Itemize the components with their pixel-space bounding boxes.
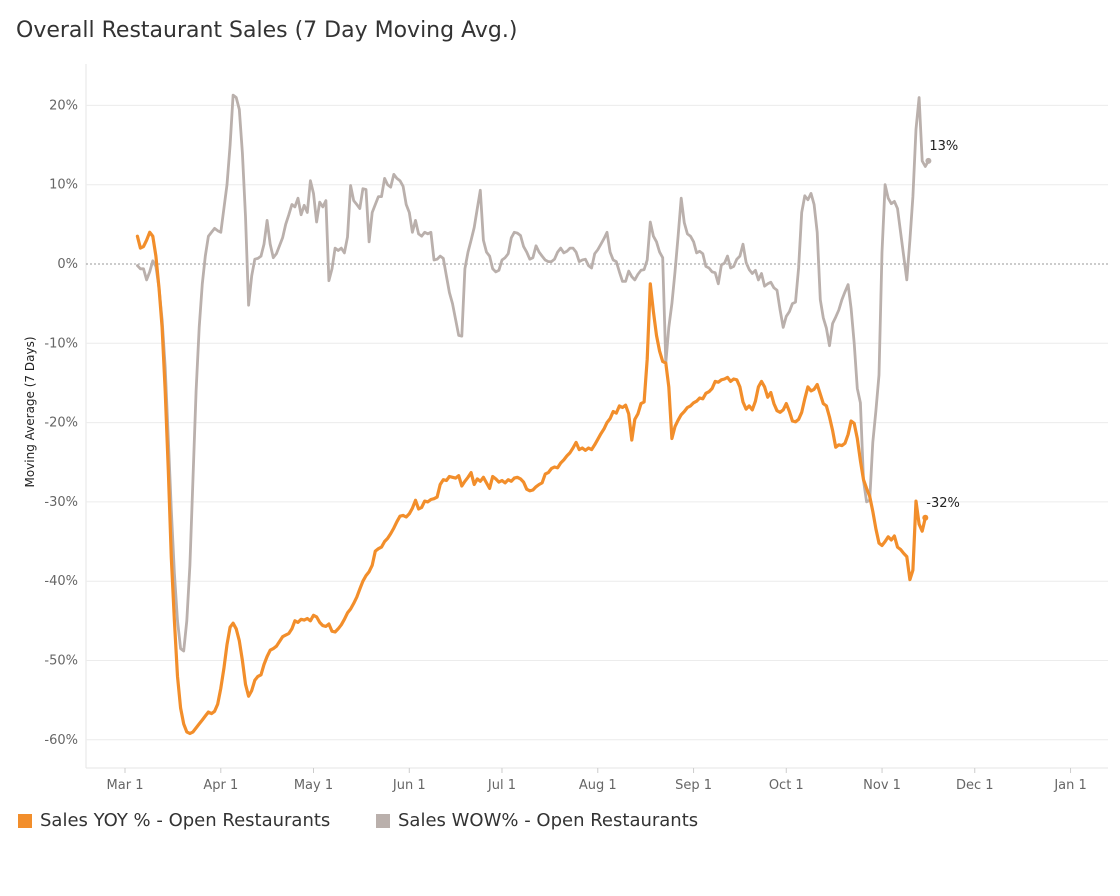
- legend-item-yoy[interactable]: Sales YOY % - Open Restaurants: [18, 810, 330, 831]
- legend-swatch-wow: [376, 813, 390, 828]
- grid-lines: [85, 64, 1108, 769]
- x-tick-label: May 1: [294, 778, 333, 793]
- x-tick-label: Apr 1: [203, 778, 238, 793]
- x-tick-label: Oct 1: [769, 778, 804, 793]
- y-tick-label: 20%: [49, 98, 78, 113]
- x-tick-label: Mar 1: [107, 778, 144, 793]
- y-axis-ticks: 20% 10% 0% -10% -20% -30% -40% -50% -60%: [44, 98, 78, 747]
- x-axis-ticks: Mar 1 Apr 1 May 1 Jun 1 Jul 1 Aug 1 Sep 1 Oct 1…: [107, 768, 1087, 793]
- y-tick-label: -10%: [44, 336, 78, 351]
- series-end-marker-wow: [925, 157, 932, 164]
- y-tick-label: -40%: [44, 574, 78, 589]
- series-line-yoy: [135, 230, 927, 736]
- chart-title: Overall Restaurant Sales (7 Day Moving A…: [16, 18, 518, 43]
- y-axis-label: Moving Average (7 Days): [23, 336, 37, 487]
- y-tick-label: -20%: [44, 416, 78, 431]
- series-lines: [135, 93, 932, 736]
- series-line-wow: [136, 93, 930, 653]
- x-tick-label: Sep 1: [675, 778, 712, 793]
- x-tick-label: Jul 1: [487, 778, 516, 793]
- x-tick-label: Dec 1: [956, 778, 994, 793]
- x-tick-label: Aug 1: [579, 778, 617, 793]
- legend-swatch-yoy: [18, 813, 32, 828]
- x-tick-label: Jun 1: [392, 778, 426, 793]
- series-end-marker-yoy: [922, 514, 929, 521]
- legend-label-yoy: Sales YOY % - Open Restaurants: [40, 810, 331, 831]
- end-label-wow: 13%: [929, 139, 958, 154]
- y-tick-label: -30%: [44, 495, 78, 510]
- end-labels: 13% -32%: [926, 139, 960, 511]
- y-tick-label: -60%: [44, 733, 78, 748]
- legend-item-wow[interactable]: Sales WOW% - Open Restaurants: [376, 810, 698, 831]
- legend-label-wow: Sales WOW% - Open Restaurants: [398, 810, 699, 831]
- y-tick-label: -50%: [44, 654, 78, 669]
- y-tick-label: 10%: [49, 178, 78, 193]
- x-tick-label: Jan 1: [1053, 778, 1086, 793]
- x-tick-label: Nov 1: [863, 778, 901, 793]
- end-label-yoy: -32%: [926, 496, 960, 511]
- y-tick-label: 0%: [57, 257, 78, 272]
